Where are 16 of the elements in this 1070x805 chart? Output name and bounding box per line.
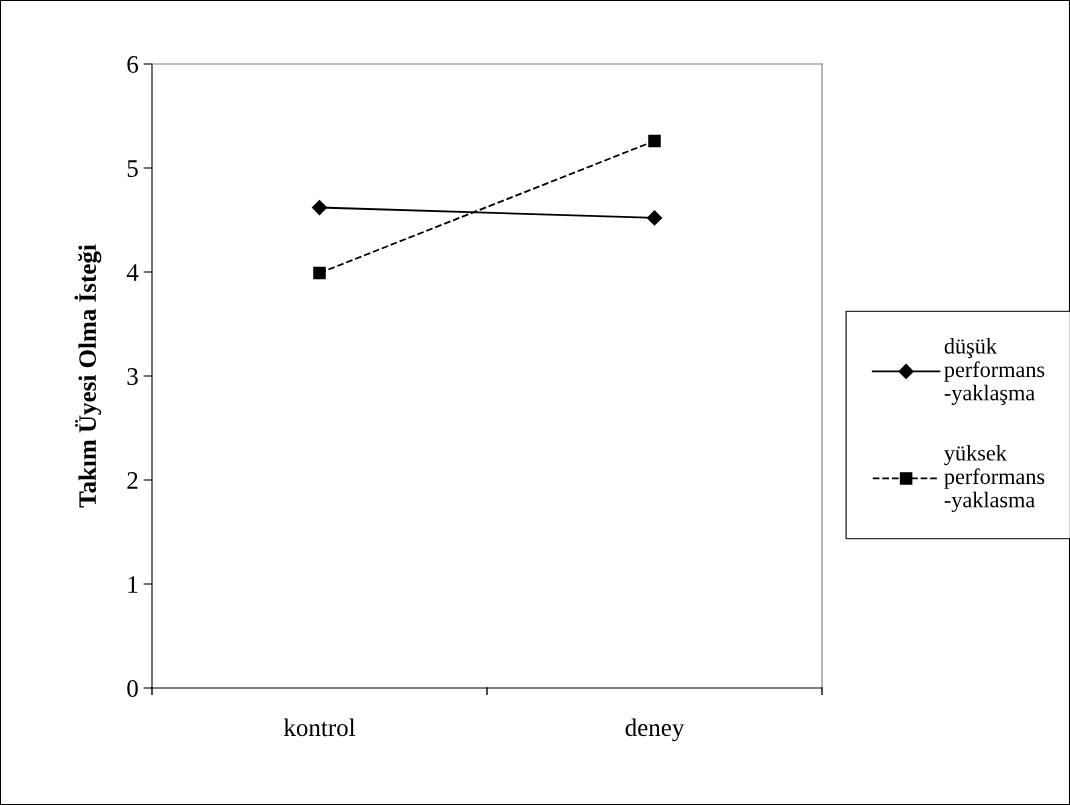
- y-tick-label: 4: [126, 264, 139, 281]
- y-tick-label: 1: [128, 576, 138, 593]
- y-tick-label: 3: [127, 368, 138, 385]
- y-tick-label: 5: [127, 160, 138, 177]
- legend-label: düşük performans -yaklaşma: [944, 338, 1045, 405]
- y-tick-label: 6: [127, 56, 139, 73]
- y-tick-label: 0: [127, 680, 138, 697]
- point: [646, 210, 663, 226]
- x-tick-label: deney: [625, 718, 685, 742]
- y-tick-label: 2: [127, 472, 138, 489]
- x-tick-label: kontrol: [283, 718, 356, 737]
- legend-label: yüksek performans -yaklasma: [944, 444, 1045, 512]
- point: [313, 266, 326, 280]
- point: [648, 134, 661, 148]
- y-axis-title: Takım Üyesi Olma İsteği: [74, 244, 102, 508]
- point: [311, 199, 328, 216]
